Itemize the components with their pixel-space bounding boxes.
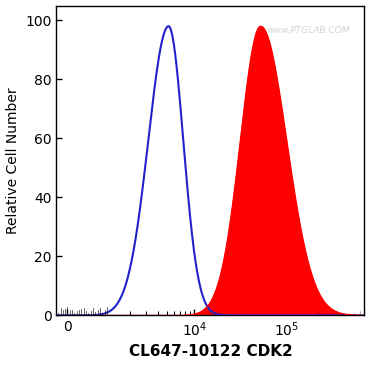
X-axis label: CL647-10122 CDK2: CL647-10122 CDK2 — [128, 345, 292, 360]
Text: www.PTGLAB.COM: www.PTGLAB.COM — [266, 26, 349, 35]
Y-axis label: Relative Cell Number: Relative Cell Number — [6, 87, 20, 234]
